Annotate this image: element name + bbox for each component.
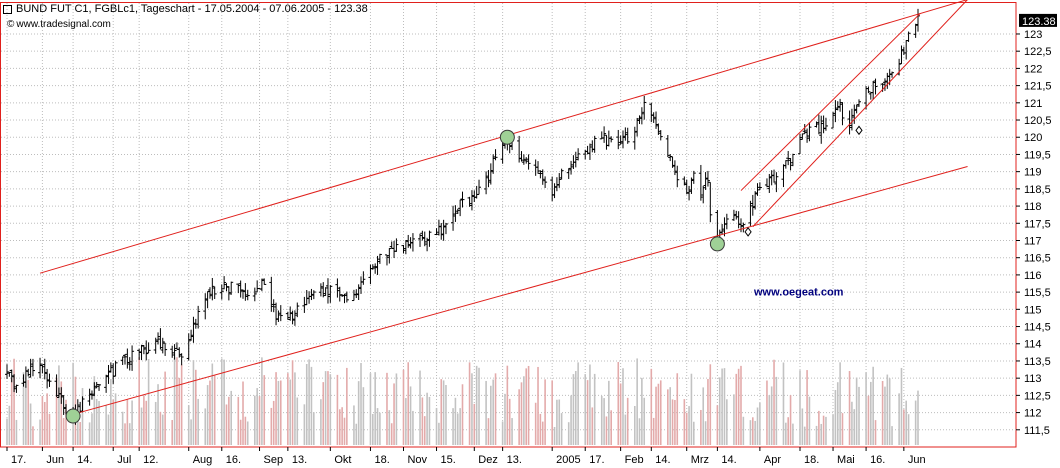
x-tick-label: Sep xyxy=(264,454,284,466)
x-tick-label: 14. xyxy=(721,454,736,466)
trend-line-short-channel-lower xyxy=(752,0,968,228)
y-tick-label: 121 xyxy=(1024,98,1042,110)
watermark-text: www.oegeat.com xyxy=(753,287,844,299)
x-tick-label: 12. xyxy=(143,454,158,466)
y-tick-label: 116 xyxy=(1024,270,1042,282)
x-axis: 17. Jun 14. Jul 12. Aug 16. Sep 13. Okt 18. Nov 15. D… xyxy=(6,447,926,466)
y-tick-label: 117 xyxy=(1024,235,1042,247)
y-tick-label: 120 xyxy=(1024,132,1042,144)
source-label: © www.tradesignal.com xyxy=(7,19,111,30)
y-tick-label: 114 xyxy=(1024,339,1042,351)
x-tick-label: 13. xyxy=(507,454,522,466)
y-tick-label: 113 xyxy=(1024,373,1042,385)
y-tick-label: 115 xyxy=(1024,304,1042,316)
x-tick-label: 16. xyxy=(870,454,885,466)
y-tick-label: 123 xyxy=(1024,29,1042,41)
trend-line-channel-lower xyxy=(72,166,968,415)
y-tick-label: 122 xyxy=(1024,63,1042,75)
y-tick-label: 117,5 xyxy=(1024,218,1051,230)
price-bars xyxy=(5,8,920,425)
x-tick-label: Nov xyxy=(407,454,427,466)
y-tick-label: 119 xyxy=(1024,167,1042,179)
chart-title: BUND FUT C1, FGBLc1, Tageschart - 17.05.… xyxy=(16,3,368,15)
x-tick-label: 14. xyxy=(77,454,92,466)
pivot-circle-marker xyxy=(499,129,515,145)
pivot-circle-marker xyxy=(709,236,725,252)
pivot-circle-marker xyxy=(65,408,81,424)
y-tick-label: 111,5 xyxy=(1024,425,1050,437)
x-tick-label: 13. xyxy=(292,454,307,466)
y-tick-label: 122,5 xyxy=(1024,46,1052,58)
x-tick-label: Okt xyxy=(334,454,351,466)
y-axis: 123 122,5 122 121,5 121 120,5 120 119,5 119 118,5… xyxy=(1016,13,1057,437)
x-tick-label: 14. xyxy=(655,454,670,466)
last-price-label: 123.38 xyxy=(1022,16,1056,28)
y-tick-label: 115,5 xyxy=(1024,287,1051,299)
volume-bars xyxy=(6,357,919,445)
y-tick-label: 114,5 xyxy=(1024,322,1051,334)
x-tick-label: Mrz xyxy=(691,454,709,466)
y-tick-label: 118 xyxy=(1024,201,1042,213)
y-tick-label: 112 xyxy=(1024,408,1042,420)
source-text: www.tradesignal.com xyxy=(16,19,111,30)
diamond-marker xyxy=(855,125,863,136)
plot-frame xyxy=(0,2,1017,448)
x-tick-label: 18. xyxy=(804,454,819,466)
pivot-markers xyxy=(65,125,863,424)
x-tick-label: 17. xyxy=(11,454,26,466)
watermark-group: www.oegeat.com xyxy=(753,287,844,299)
y-tick-label: 116,5 xyxy=(1024,253,1051,265)
y-tick-label: 112,5 xyxy=(1024,390,1051,402)
x-tick-label: Mai xyxy=(837,454,855,466)
x-tick-label: 2005 xyxy=(556,454,580,466)
copyright-icon: © xyxy=(7,19,15,30)
x-tick-label: 17. xyxy=(589,454,604,466)
x-tick-label: 16. xyxy=(226,454,241,466)
x-tick-label: 18. xyxy=(374,454,389,466)
y-tick-label: 121,5 xyxy=(1024,81,1052,93)
x-tick-label: Apr xyxy=(764,454,781,466)
x-tick-label: 15. xyxy=(441,454,456,466)
trend-line-short-channel-upper xyxy=(740,12,921,191)
x-tick-label: Dez xyxy=(478,454,498,466)
y-tick-label: 119,5 xyxy=(1024,149,1051,161)
y-tick-label: 118,5 xyxy=(1024,184,1051,196)
x-tick-label: Jun xyxy=(908,454,926,466)
x-tick-label: Aug xyxy=(193,454,213,466)
x-tick-label: Jul xyxy=(117,454,131,466)
x-tick-label: Jun xyxy=(46,454,64,466)
y-tick-label: 120,5 xyxy=(1024,115,1052,127)
y-tick-label: 113,5 xyxy=(1024,356,1051,368)
diamond-marker xyxy=(744,227,752,237)
x-tick-label: Feb xyxy=(625,454,644,466)
last-price-box xyxy=(1019,13,1057,27)
